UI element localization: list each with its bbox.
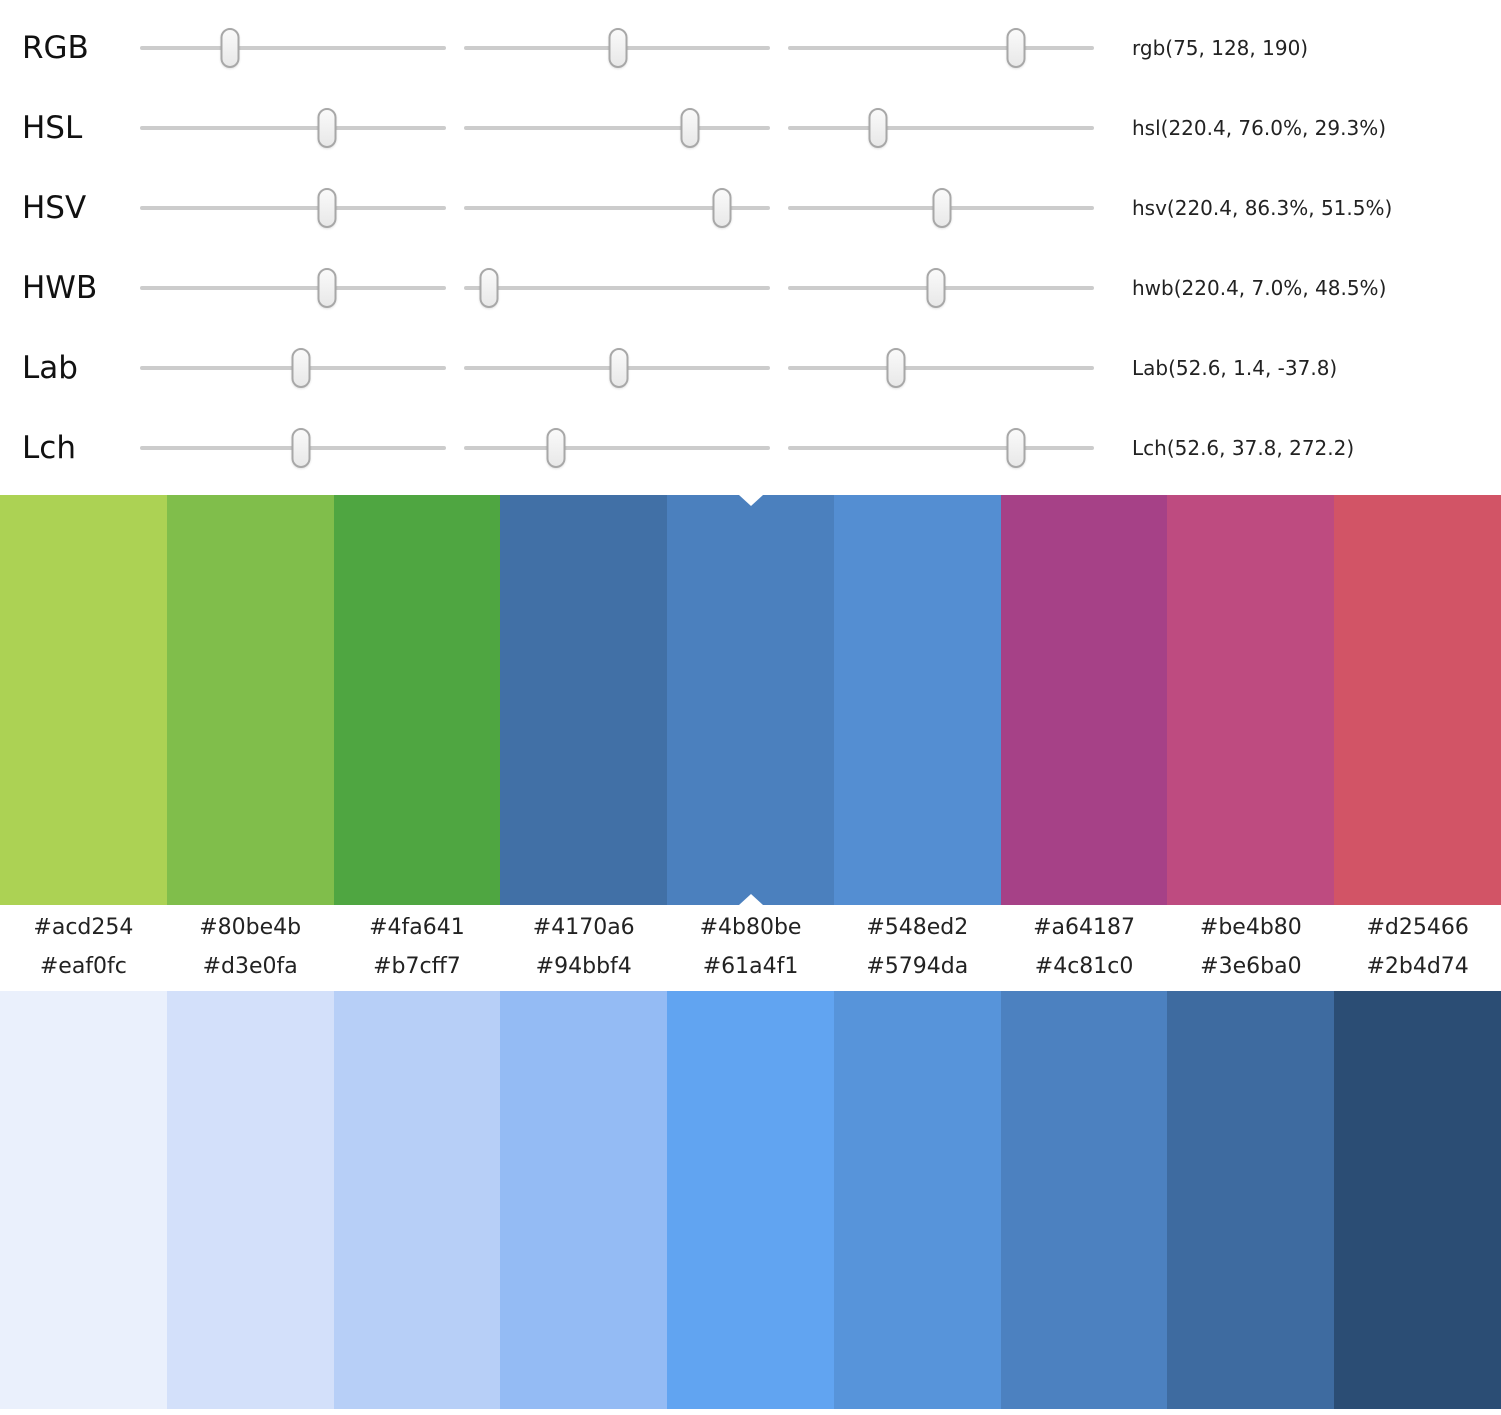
hue-hex-label-2: #80be4b [199, 915, 302, 940]
hue-swatch-9[interactable] [1334, 495, 1501, 905]
lab-slider-track-1[interactable] [140, 346, 446, 390]
hue-swatch-1[interactable] [0, 495, 167, 905]
shade-hex-label-5: #61a4f1 [702, 954, 799, 979]
lab-slider-thumb-3[interactable] [886, 348, 906, 388]
hue-hex-label-1: #acd254 [33, 915, 134, 940]
hue-swatch-6[interactable] [833, 495, 1001, 905]
slider-row-hsv: HSV hsv(220.4, 86.3%, 51.5%) [22, 168, 1501, 248]
shade-hex-label-8: #3e6ba0 [1200, 954, 1302, 979]
hue-hex-label-4: #4170a6 [532, 915, 635, 940]
hsv-slider-thumb-2[interactable] [712, 188, 732, 228]
color-value-hwb: hwb(220.4, 7.0%, 48.5%) [1132, 276, 1387, 300]
hue-hex-label-8: #be4b80 [1199, 915, 1302, 940]
color-value-lch: Lch(52.6, 37.8, 272.2) [1132, 436, 1355, 460]
shade-palette-strip [0, 991, 1501, 1409]
colorspace-label-hsv: HSV [22, 190, 87, 226]
hsl-slider-thumb-2[interactable] [680, 108, 700, 148]
hsv-slider-thumb-1[interactable] [317, 188, 337, 228]
hue-swatch-5-selected[interactable] [667, 495, 834, 905]
rgb-slider-thumb-3[interactable] [1006, 28, 1026, 68]
colorspace-label-hwb: HWB [22, 270, 98, 306]
colorspace-label-lch: Lch [22, 430, 76, 466]
shade-hex-label-2: #d3e0fa [202, 954, 298, 979]
lch-slider-thumb-1[interactable] [291, 428, 311, 468]
lab-slider-track-3[interactable] [788, 346, 1094, 390]
colorspace-label-lab: Lab [22, 350, 78, 386]
hsv-slider-track-3[interactable] [788, 186, 1094, 230]
slider-row-hsl: HSL hsl(220.4, 76.0%, 29.3%) [22, 88, 1501, 168]
lch-slider-thumb-3[interactable] [1006, 428, 1026, 468]
color-value-lab: Lab(52.6, 1.4, -37.8) [1132, 356, 1338, 380]
lab-slider-track-2[interactable] [464, 346, 770, 390]
slider-row-lab: Lab Lab(52.6, 1.4, -37.8) [22, 328, 1501, 408]
hue-swatch-3[interactable] [333, 495, 501, 905]
shade-hex-label-6: #5794da [866, 954, 969, 979]
lch-slider-track-3[interactable] [788, 426, 1094, 470]
hsl-slider-track-1[interactable] [140, 106, 446, 150]
shade-hex-label-3: #b7cff7 [373, 954, 461, 979]
color-value-hsv: hsv(220.4, 86.3%, 51.5%) [1132, 196, 1393, 220]
hue-hex-label-6: #548ed2 [866, 915, 969, 940]
colorspace-label-rgb: RGB [22, 30, 89, 66]
hue-hex-label-9: #d25466 [1366, 915, 1469, 940]
shade-swatch-9[interactable] [1334, 991, 1501, 1409]
hue-swatch-2[interactable] [166, 495, 334, 905]
hue-swatch-8[interactable] [1167, 495, 1335, 905]
hsl-slider-thumb-3[interactable] [868, 108, 888, 148]
color-value-rgb: rgb(75, 128, 190) [1132, 36, 1309, 60]
hue-hex-label-7: #a64187 [1033, 915, 1136, 940]
shade-hex-label-1: #eaf0fc [39, 954, 127, 979]
rgb-slider-track-2[interactable] [464, 26, 770, 70]
hsv-slider-track-2[interactable] [464, 186, 770, 230]
shade-swatch-3[interactable] [333, 991, 501, 1409]
color-slider-panel: RGB rgb(75, 128, 190) HSL hsl(220.4, 76.… [0, 0, 1501, 495]
lch-slider-track-2[interactable] [464, 426, 770, 470]
hsv-slider-thumb-3[interactable] [932, 188, 952, 228]
lch-slider-track-1[interactable] [140, 426, 446, 470]
hsl-slider-track-3[interactable] [788, 106, 1094, 150]
selected-swatch-notch-bottom-icon [738, 894, 763, 905]
shade-hex-label-7: #4c81c0 [1034, 954, 1134, 979]
hwb-slider-track-3[interactable] [788, 266, 1094, 310]
shade-hex-label-4: #94bbf4 [535, 954, 632, 979]
rgb-slider-thumb-2[interactable] [608, 28, 628, 68]
hue-hex-label-3: #4fa641 [369, 915, 465, 940]
shade-swatch-5[interactable] [667, 991, 834, 1409]
lab-slider-thumb-1[interactable] [291, 348, 311, 388]
shade-swatch-4[interactable] [500, 991, 668, 1409]
color-value-hsl: hsl(220.4, 76.0%, 29.3%) [1132, 116, 1387, 140]
slider-row-lch: Lch Lch(52.6, 37.8, 272.2) [22, 408, 1501, 488]
colorspace-label-hsl: HSL [22, 110, 83, 146]
hwb-slider-thumb-3[interactable] [926, 268, 946, 308]
rgb-slider-thumb-1[interactable] [220, 28, 240, 68]
hwb-slider-thumb-2[interactable] [479, 268, 499, 308]
hue-hex-labels: #acd254 #80be4b #4fa641 #4170a6 #4b80be … [0, 905, 1501, 952]
shade-swatch-6[interactable] [833, 991, 1001, 1409]
hue-swatch-4[interactable] [500, 495, 668, 905]
lab-slider-thumb-2[interactable] [609, 348, 629, 388]
hue-swatch-7[interactable] [1000, 495, 1168, 905]
hsl-slider-thumb-1[interactable] [317, 108, 337, 148]
slider-row-hwb: HWB hwb(220.4, 7.0%, 48.5%) [22, 248, 1501, 328]
hue-palette-strip [0, 495, 1501, 905]
hsv-slider-track-1[interactable] [140, 186, 446, 230]
selected-swatch-notch-top-icon [738, 495, 763, 506]
hwb-slider-track-1[interactable] [140, 266, 446, 310]
shade-hex-label-9: #2b4d74 [1366, 954, 1469, 979]
shade-swatch-2[interactable] [166, 991, 334, 1409]
hwb-slider-thumb-1[interactable] [317, 268, 337, 308]
rgb-slider-track-1[interactable] [140, 26, 446, 70]
hue-hex-label-5: #4b80be [699, 915, 802, 940]
hsl-slider-track-2[interactable] [464, 106, 770, 150]
shade-swatch-8[interactable] [1167, 991, 1335, 1409]
hwb-slider-track-2[interactable] [464, 266, 770, 310]
shade-swatch-1[interactable] [0, 991, 167, 1409]
lch-slider-thumb-2[interactable] [546, 428, 566, 468]
rgb-slider-track-3[interactable] [788, 26, 1094, 70]
shade-swatch-7[interactable] [1000, 991, 1168, 1409]
shade-hex-labels: #eaf0fc #d3e0fa #b7cff7 #94bbf4 #61a4f1 … [0, 952, 1501, 991]
slider-row-rgb: RGB rgb(75, 128, 190) [22, 8, 1501, 88]
